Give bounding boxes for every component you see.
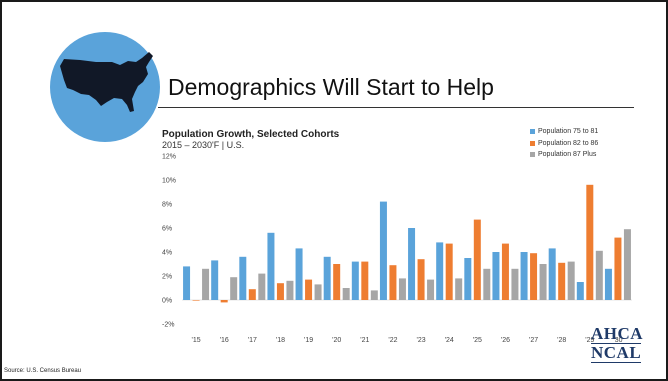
legend-item-87-plus: Population 87 Plus — [530, 149, 598, 161]
bar-population-82-to-86-3 — [276, 283, 284, 300]
x-tick-label: '26 — [501, 337, 510, 344]
legend-swatch — [530, 140, 535, 146]
bar-population-82-to-86-7 — [389, 265, 397, 300]
x-tick-label: '17 — [248, 337, 257, 344]
bar-population-87-plus-11 — [511, 268, 519, 300]
bar-population-82-to-86-15 — [614, 237, 622, 300]
x-tick-label: '25 — [473, 337, 482, 344]
y-tick-label: 6% — [162, 226, 172, 233]
bar-population-87-plus-14 — [595, 250, 603, 300]
bar-population-82-to-86-10 — [473, 219, 481, 300]
y-tick-label: 8% — [162, 202, 172, 209]
bar-population-75-to-81-15 — [604, 268, 612, 300]
bar-population-87-plus-8 — [427, 279, 435, 300]
bar-population-87-plus-7 — [398, 278, 406, 300]
map-badge — [50, 32, 160, 142]
x-tick-label: '20 — [332, 337, 341, 344]
x-tick-label: '19 — [304, 337, 313, 344]
bar-population-82-to-86-2 — [248, 289, 256, 300]
x-tick-label: '16 — [220, 337, 229, 344]
bar-population-75-to-81-7 — [379, 201, 387, 300]
bar-population-87-plus-4 — [314, 284, 322, 300]
chart-legend: Population 75 to 81 Population 82 to 86 … — [530, 126, 598, 161]
bar-population-75-to-81-12 — [520, 252, 528, 300]
x-tick-label: '24 — [445, 337, 454, 344]
legend-label: Population 75 to 81 — [538, 128, 599, 136]
bar-population-75-to-81-6 — [351, 261, 359, 300]
bar-population-87-plus-15 — [623, 229, 631, 300]
logo-rule — [591, 362, 641, 363]
y-tick-label: 2% — [162, 274, 172, 281]
legend-swatch — [530, 152, 535, 158]
legend-swatch — [530, 129, 535, 135]
bar-population-75-to-81-8 — [408, 228, 416, 300]
bar-population-87-plus-3 — [286, 280, 294, 300]
x-tick-label: '27 — [529, 337, 538, 344]
bar-population-82-to-86-14 — [586, 184, 594, 300]
source-note: Source: U.S. Census Bureau — [4, 368, 82, 374]
bar-population-75-to-81-9 — [436, 242, 444, 300]
bar-population-87-plus-10 — [483, 268, 491, 300]
usa-map-icon — [60, 52, 153, 112]
legend-label: Population 82 to 86 — [538, 139, 599, 147]
chart-title: Population Growth, Selected Cohorts — [162, 129, 340, 140]
x-tick-label: '28 — [557, 337, 566, 344]
x-tick-label: '23 — [417, 337, 426, 344]
x-tick-label: '22 — [388, 337, 397, 344]
bar-population-75-to-81-10 — [464, 258, 472, 300]
bar-population-87-plus-5 — [342, 288, 350, 300]
bar-population-75-to-81-4 — [295, 248, 303, 300]
x-tick-label: '15 — [192, 337, 201, 344]
bar-population-82-to-86-5 — [333, 264, 341, 300]
bar-population-75-to-81-0 — [183, 266, 191, 300]
bar-population-75-to-81-14 — [576, 282, 584, 300]
bar-population-82-to-86-0 — [192, 300, 200, 301]
logo-bottom-word: NCAL — [591, 343, 642, 362]
y-tick-label: 4% — [162, 250, 172, 257]
bar-population-82-to-86-1 — [220, 300, 228, 303]
bar-population-87-plus-0 — [202, 268, 210, 300]
bar-population-82-to-86-13 — [558, 262, 566, 300]
bar-population-82-to-86-9 — [445, 243, 453, 300]
y-tick-label: 0% — [162, 298, 172, 305]
bar-population-82-to-86-6 — [361, 261, 369, 300]
legend-label: Population 87 Plus — [538, 151, 597, 159]
bar-population-82-to-86-12 — [530, 253, 538, 300]
x-tick-label: '30 — [613, 337, 622, 344]
logo-rule — [591, 343, 641, 344]
bar-population-75-to-81-3 — [267, 232, 275, 300]
legend-item-75-81: Population 75 to 81 — [530, 126, 598, 138]
bar-population-75-to-81-1 — [211, 260, 219, 300]
bar-population-87-plus-12 — [539, 264, 547, 300]
logo-top-word: AHCA — [591, 324, 644, 343]
x-tick-label: '18 — [276, 337, 285, 344]
y-tick-label: -2% — [162, 322, 174, 329]
bar-population-82-to-86-11 — [501, 243, 509, 300]
x-tick-label: '21 — [360, 337, 369, 344]
ahca-ncal-logo: AHCA NCAL — [591, 324, 644, 364]
bar-population-75-to-81-13 — [548, 248, 556, 300]
bar-population-87-plus-6 — [370, 290, 378, 300]
y-tick-label: 10% — [162, 178, 176, 185]
title-divider — [158, 107, 634, 108]
legend-item-82-86: Population 82 to 86 — [530, 138, 598, 150]
bar-population-87-plus-9 — [455, 278, 463, 300]
bar-population-87-plus-1 — [230, 277, 238, 300]
bar-population-75-to-81-11 — [492, 252, 500, 300]
bar-population-87-plus-2 — [258, 273, 266, 300]
bar-population-75-to-81-5 — [323, 256, 331, 300]
slide-title: Demographics Will Start to Help — [168, 74, 494, 100]
bar-population-87-plus-13 — [567, 261, 575, 300]
x-tick-label: '29 — [585, 337, 594, 344]
bar-population-75-to-81-2 — [239, 256, 247, 300]
y-tick-label: 12% — [162, 154, 176, 161]
bar-population-82-to-86-8 — [417, 259, 425, 300]
chart-subtitle: 2015 – 2030'F | U.S. — [162, 140, 245, 150]
bar-population-82-to-86-4 — [305, 279, 313, 300]
